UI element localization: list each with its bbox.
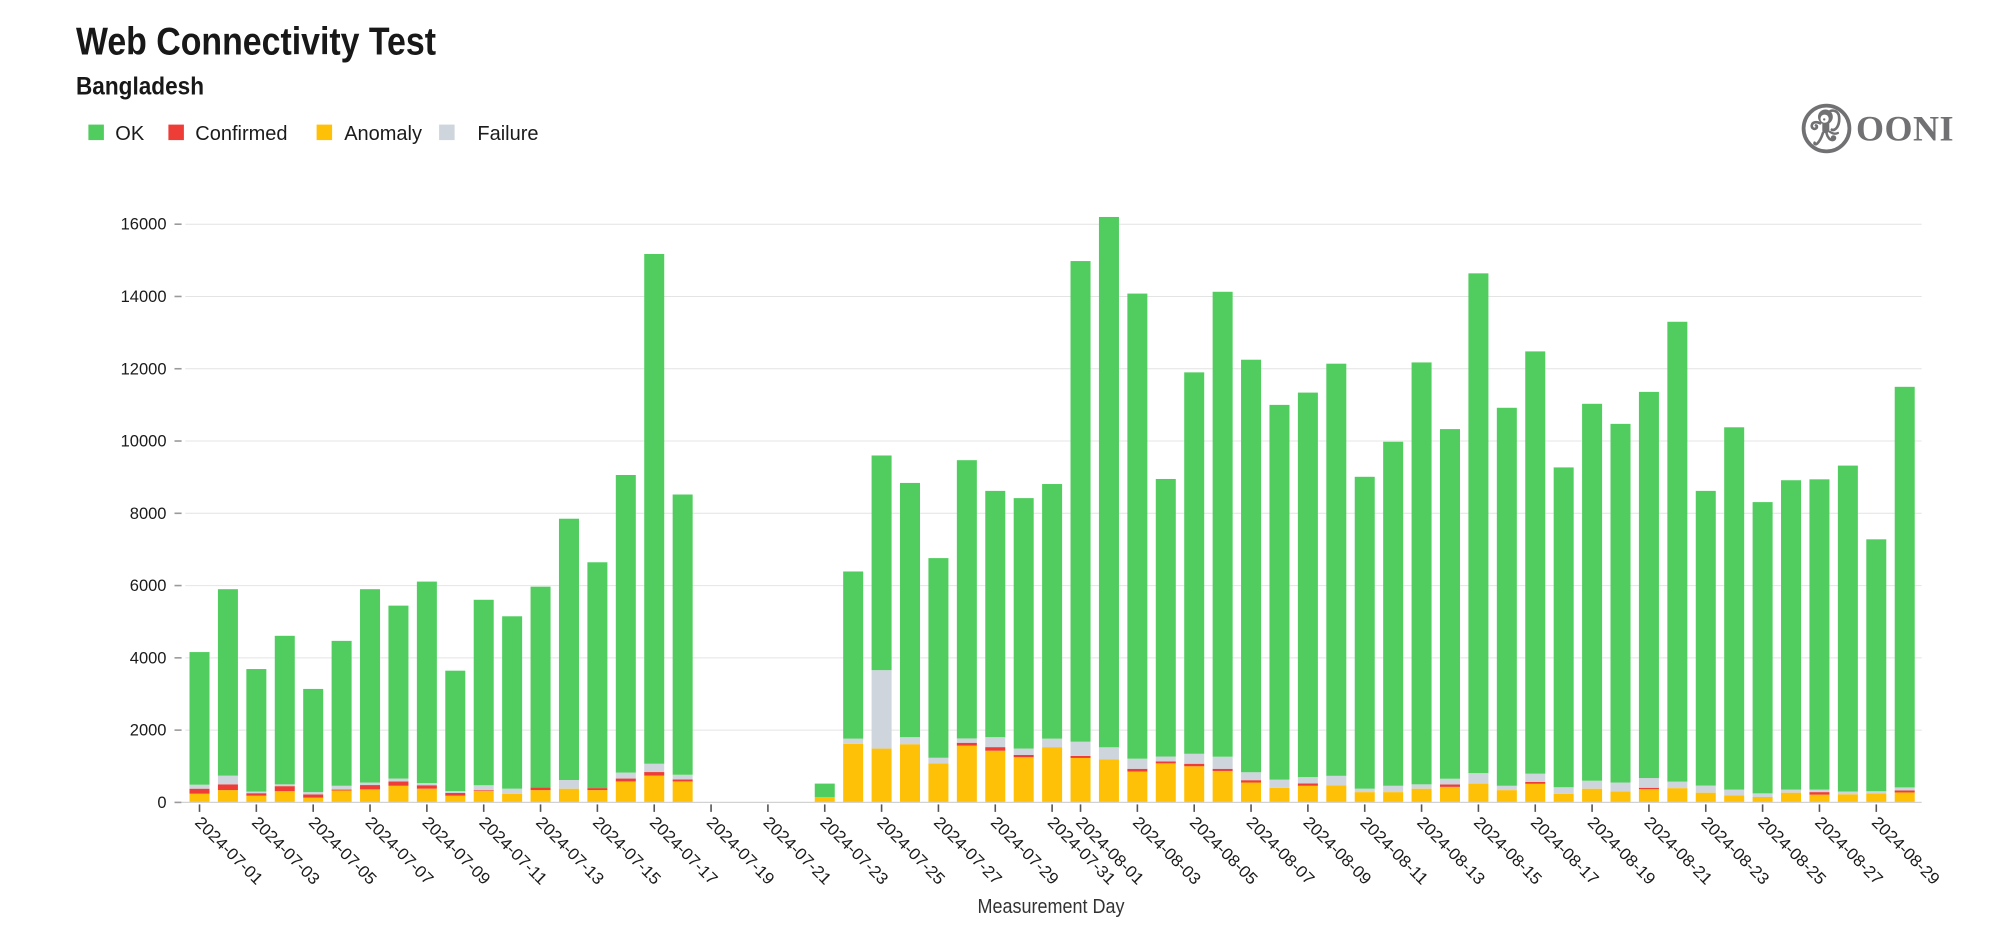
svg-text:6000: 6000 <box>130 577 167 595</box>
svg-text:OK: OK <box>115 123 145 145</box>
svg-text:Anomaly: Anomaly <box>344 123 422 145</box>
svg-text:16000: 16000 <box>121 216 167 234</box>
svg-text:Measurement Day: Measurement Day <box>978 896 1125 918</box>
svg-text:Failure: Failure <box>477 123 538 145</box>
svg-text:2000: 2000 <box>130 722 167 740</box>
svg-text:OONI: OONI <box>1856 109 1954 149</box>
svg-text:Bangladesh: Bangladesh <box>76 73 204 101</box>
svg-text:8000: 8000 <box>130 505 167 523</box>
svg-text:4000: 4000 <box>130 649 167 667</box>
svg-text:14000: 14000 <box>121 288 167 306</box>
svg-text:10000: 10000 <box>121 433 167 451</box>
svg-text:Confirmed: Confirmed <box>195 123 287 145</box>
svg-text:12000: 12000 <box>121 360 167 378</box>
svg-text:0: 0 <box>157 794 166 812</box>
svg-text:Web Connectivity Test: Web Connectivity Test <box>76 21 436 64</box>
